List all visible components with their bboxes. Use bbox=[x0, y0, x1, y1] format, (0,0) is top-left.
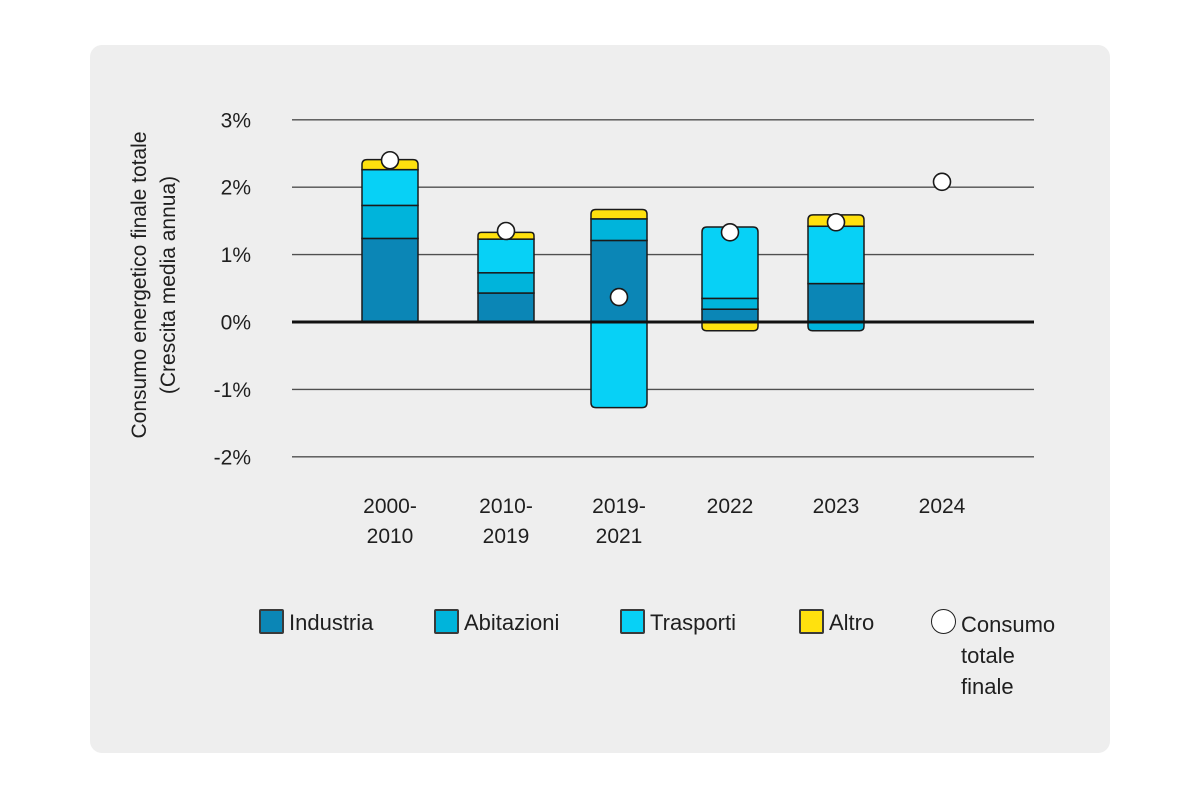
bar-segment-trasporti bbox=[361, 168, 419, 207]
legend-label-consumo-totale: Consumo totale finale bbox=[961, 612, 1056, 699]
total-marker bbox=[932, 172, 952, 192]
bars-group bbox=[361, 158, 865, 409]
y-tick-label: 3% bbox=[221, 109, 251, 132]
bar-segment-trasporti bbox=[701, 226, 759, 300]
bar-segment-trasporti bbox=[590, 321, 648, 409]
x-axis-label: 2010 bbox=[367, 525, 414, 548]
x-axis-label: 2021 bbox=[596, 525, 643, 548]
x-axis-label: 2023 bbox=[813, 495, 860, 518]
legend-item-industria: Industria bbox=[259, 609, 373, 637]
y-axis-title-line1: Consumo energetico finale totale bbox=[128, 131, 151, 438]
bar-segment-industria bbox=[361, 237, 419, 323]
trasporti-swatch-icon bbox=[620, 609, 645, 634]
bar-segment-altro bbox=[590, 208, 648, 220]
total-marker bbox=[609, 287, 629, 307]
total-marker bbox=[496, 221, 516, 241]
x-axis-label: 2019 bbox=[483, 525, 530, 548]
legend-item-consumo-totale: Consumo totale finale bbox=[931, 609, 1073, 702]
industria-swatch-icon bbox=[259, 609, 284, 634]
consumo-totale-circle-icon bbox=[931, 609, 956, 634]
x-axis-labels-group: 2000- 2010 2010- 2019 2019- 2021 2022 2023 2024 bbox=[363, 495, 966, 548]
total-marker bbox=[380, 150, 400, 170]
x-axis-label: 2010- bbox=[479, 495, 533, 518]
legend-item-trasporti: Trasporti bbox=[620, 609, 736, 637]
x-axis-label: 2000- bbox=[363, 495, 417, 518]
x-axis-label: 2024 bbox=[919, 495, 966, 518]
bar-segment-altro bbox=[701, 321, 759, 332]
abitazioni-swatch-icon bbox=[434, 609, 459, 634]
bar-segment-industria bbox=[807, 282, 865, 323]
x-axis-label: 2022 bbox=[707, 495, 754, 518]
x-axis-label: 2019- bbox=[592, 495, 646, 518]
y-tick-label: -2% bbox=[214, 446, 251, 469]
legend-label-industria: Industria bbox=[289, 610, 374, 635]
y-axis-title-line2: (Crescita media annua) bbox=[157, 176, 180, 394]
bar-segment-trasporti bbox=[477, 238, 535, 274]
legend-label-trasporti: Trasporti bbox=[650, 610, 736, 635]
total-marker bbox=[720, 223, 740, 242]
total-marker bbox=[826, 212, 846, 232]
y-tick-label: -1% bbox=[214, 379, 251, 402]
bar-segment-abitazioni bbox=[361, 204, 419, 240]
legend-label-altro: Altro bbox=[829, 610, 875, 635]
bar-segment-industria bbox=[701, 308, 759, 323]
bar-segment-abitazioni bbox=[477, 272, 535, 294]
legend-item-abitazioni: Abitazioni bbox=[434, 609, 559, 637]
y-tick-label: 2% bbox=[221, 177, 251, 200]
legend-label-abitazioni: Abitazioni bbox=[464, 610, 560, 635]
altro-swatch-icon bbox=[799, 609, 824, 634]
bar-segment-trasporti bbox=[807, 225, 865, 285]
legend-item-altro: Altro bbox=[799, 609, 874, 637]
chart-card: 3% 2% 1% 0% -1% -2% 2000- 2010 2010- 2019 2019- 20… bbox=[90, 45, 1110, 753]
bar-segment-industria bbox=[590, 239, 648, 323]
y-tick-label: 1% bbox=[221, 244, 251, 267]
y-tick-label: 0% bbox=[221, 312, 251, 335]
bar-segment-abitazioni bbox=[701, 297, 759, 310]
chart-svg: 3%2%1%0%-1%-2% 2000-20102010-20192019-20… bbox=[128, 109, 1034, 548]
bar-segment-abitazioni bbox=[590, 218, 648, 242]
total-markers-group bbox=[380, 150, 952, 307]
bar-segment-industria bbox=[477, 292, 535, 323]
bar-segment-abitazioni bbox=[807, 321, 865, 332]
